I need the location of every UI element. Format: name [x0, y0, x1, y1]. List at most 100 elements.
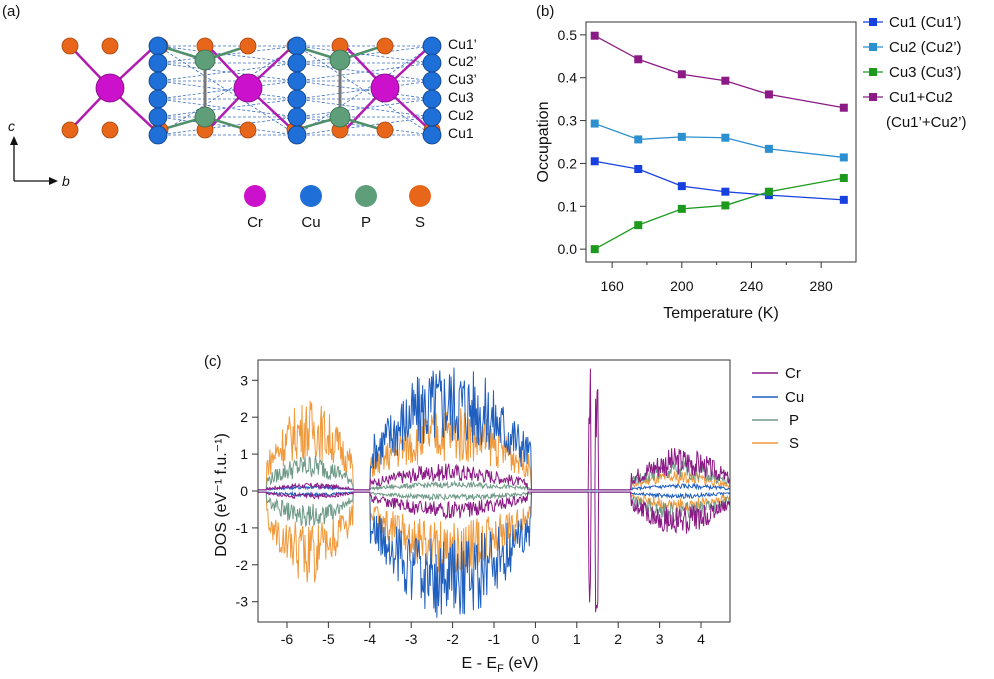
y-tick-label: 0.3 — [558, 113, 578, 129]
cu-atom — [287, 36, 307, 56]
data-point — [590, 119, 599, 128]
cu-atom — [287, 53, 307, 73]
crystal-structure — [61, 36, 442, 145]
legend: Cr Cu P S — [752, 365, 804, 452]
legend-label-p: P — [361, 214, 371, 231]
dashed-bond — [157, 45, 298, 136]
x-tick-label: 4 — [697, 631, 705, 647]
atom-legend: Cr Cu P S — [244, 185, 431, 231]
cr-atom — [370, 73, 400, 103]
legend-label: Cu3 (Cu3’) — [889, 64, 962, 81]
legend-label-continued: (Cu1’+Cu2’) — [886, 114, 966, 131]
y-tick-label: 0.0 — [558, 241, 578, 257]
dashed-bond — [296, 80, 433, 100]
panel-b-label: (b) — [536, 3, 554, 20]
b-axis-arrowhead — [49, 177, 58, 185]
p-atom — [194, 106, 216, 128]
c-axis-arrowhead — [10, 136, 18, 145]
axes-triad: c b — [8, 118, 70, 189]
y-tick-label: 0.2 — [558, 155, 578, 171]
y-tick-label: 2 — [240, 409, 248, 425]
legend-label: S — [789, 435, 799, 452]
cu-atom — [148, 36, 168, 56]
series-points — [590, 31, 848, 254]
legend-atom-cr — [244, 185, 266, 207]
legend-label: Cu1+Cu2 — [889, 89, 953, 106]
series-line — [594, 122, 844, 159]
x-tick-label: 3 — [656, 631, 664, 647]
site-label: Cu2 — [448, 107, 474, 123]
panel-b-occupation-chart: (b) 160 200 240 280 0.0 0.1 0.2 0.3 0.4 0.5 Tempe… — [535, 3, 966, 322]
series-line — [594, 160, 844, 201]
data-point — [839, 195, 848, 204]
data-point — [677, 132, 686, 141]
panel-c-label: (c) — [204, 353, 222, 370]
x-tick-label: -4 — [364, 631, 377, 647]
cu-atom — [422, 89, 442, 109]
s-atom — [101, 121, 119, 139]
x-tick-label: -1 — [488, 631, 501, 647]
legend: Cu1 (Cu1’) Cu2 (Cu2’) Cu3 (Cu3’) Cu1+Cu2… — [863, 14, 966, 131]
panel-a: (a) Cu1’ Cu2’ Cu3’ Cu3 Cu2 Cu1 c b Cr Cu — [2, 3, 477, 231]
s-atom — [376, 121, 394, 139]
dos-curve — [258, 368, 730, 491]
cu-atom — [422, 53, 442, 73]
s-atom — [376, 37, 394, 55]
x-tick-label: -2 — [446, 631, 459, 647]
legend-marker — [869, 18, 877, 26]
x-tick-label: -3 — [405, 631, 418, 647]
dos-curves — [258, 367, 730, 618]
data-point — [634, 221, 643, 230]
y-tick-label: 3 — [240, 372, 248, 388]
dashed-bond — [157, 45, 298, 64]
site-label: Cu1’ — [448, 36, 477, 52]
data-point — [721, 201, 730, 210]
data-point — [764, 144, 773, 153]
dos-curve — [258, 367, 730, 492]
dos-curve — [258, 491, 730, 583]
y-axis-title: DOS (eV⁻¹ f.u.⁻¹) — [213, 433, 230, 557]
legend-label-cr: Cr — [247, 214, 263, 231]
panel-c-dos-chart: (c) -6 -5 -4 -3 -2 -1 0 1 2 3 4 -3 -2 -1 0 1 2 3 E - EF (… — [204, 353, 804, 675]
x-tick-label: 200 — [670, 278, 694, 294]
x-axis-title: E - EF (eV) — [462, 655, 539, 675]
legend-atom-s — [409, 185, 431, 207]
y-tick-label: -2 — [236, 557, 249, 573]
x-tick-label: -6 — [281, 631, 294, 647]
legend-label: Cu2 (Cu2’) — [889, 39, 962, 56]
s-atom — [61, 121, 79, 139]
legend-label: P — [789, 412, 799, 429]
dos-curve — [258, 400, 730, 491]
site-label: Cu3 — [448, 89, 474, 105]
cu-atom — [422, 125, 442, 145]
p-atom — [329, 49, 351, 71]
dashed-bond — [296, 45, 433, 64]
data-point — [839, 103, 848, 112]
s-atom — [61, 37, 79, 55]
axis-ticks: -6 -5 -4 -3 -2 -1 0 1 2 3 4 -3 -2 -1 0 1 2 3 — [236, 372, 706, 647]
legend-atom-cu — [300, 185, 322, 207]
legend-marker — [869, 68, 877, 76]
cu-atom — [148, 125, 168, 145]
data-point — [721, 133, 730, 142]
dashed-bond — [296, 98, 433, 118]
dashed-bond — [157, 80, 298, 100]
cr-atom — [233, 73, 263, 103]
dos-curve — [258, 491, 730, 528]
dashed-bond — [296, 45, 433, 136]
s-atom — [239, 121, 257, 139]
x-axis-title: Temperature (K) — [663, 305, 779, 322]
axis-ticks: 160 200 240 280 0.0 0.1 0.2 0.3 0.4 0.5 — [558, 27, 834, 294]
dos-curve — [258, 491, 730, 613]
series-line — [594, 177, 844, 250]
cu-atom — [287, 71, 307, 91]
cu-atom — [287, 107, 307, 127]
cu-atom — [422, 71, 442, 91]
data-point — [764, 187, 773, 196]
data-point — [677, 70, 686, 79]
y-tick-label: 0.4 — [558, 70, 578, 86]
site-label: Cu1 — [448, 125, 474, 141]
x-tick-label: 160 — [600, 278, 624, 294]
y-tick-label: 0.1 — [558, 198, 578, 214]
